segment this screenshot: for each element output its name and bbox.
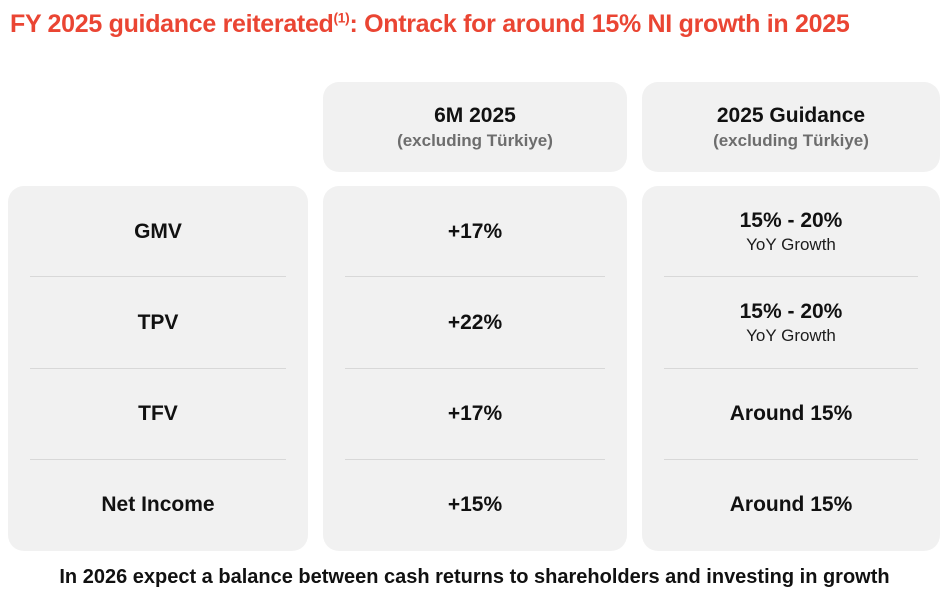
guidance-note: YoY Growth xyxy=(746,235,836,255)
guidance-table: 6M 2025 (excluding Türkiye) 2025 Guidanc… xyxy=(8,82,940,551)
column-header-2025-guidance: 2025 Guidance (excluding Türkiye) xyxy=(642,82,940,172)
metric-label: GMV xyxy=(134,219,182,243)
six-m-2025-values-column: +17% +22% +17% +15% xyxy=(323,186,627,551)
table-row-label-tfv: TFV xyxy=(8,369,308,461)
metric-value: +17% xyxy=(447,219,503,243)
metric-value: +22% xyxy=(447,310,503,334)
guidance-value: Around 15% xyxy=(729,402,853,425)
table-row-label-gmv: GMV xyxy=(8,186,308,278)
title-suffix: : Ontrack for around 15% NI growth in 20… xyxy=(349,10,850,38)
metric-value: +17% xyxy=(447,402,503,425)
guidance-values-column: 15% - 20% YoY Growth 15% - 20% YoY Growt… xyxy=(642,186,940,551)
table-row-6m-gmv: +17% xyxy=(323,186,627,278)
table-row-6m-net-income: +15% xyxy=(323,460,627,551)
table-row-6m-tpv: +22% xyxy=(323,277,627,369)
metric-label: TFV xyxy=(138,402,178,425)
guidance-value: 15% - 20% xyxy=(739,208,843,232)
column-header-title: 2025 Guidance xyxy=(716,103,866,127)
footer-statement: In 2026 expect a balance between cash re… xyxy=(59,566,890,588)
column-header-subtitle: (excluding Türkiye) xyxy=(713,131,869,151)
table-row-6m-tfv: +17% xyxy=(323,369,627,461)
header-spacer xyxy=(8,82,308,172)
column-header-subtitle: (excluding Türkiye) xyxy=(397,131,553,151)
guidance-value: Around 15% xyxy=(729,493,853,517)
table-row-guidance-tpv: 15% - 20% YoY Growth xyxy=(642,277,940,369)
table-row-label-tpv: TPV xyxy=(8,277,308,369)
table-row-guidance-gmv: 15% - 20% YoY Growth xyxy=(642,186,940,278)
table-row-label-net-income: Net Income xyxy=(8,460,308,551)
metric-value: +15% xyxy=(447,493,503,517)
column-header-title: 6M 2025 xyxy=(434,103,516,127)
column-header-6m-2025: 6M 2025 (excluding Türkiye) xyxy=(323,82,627,172)
guidance-value: 15% - 20% xyxy=(739,300,843,324)
metric-label: TPV xyxy=(137,310,179,334)
title-footnote-marker: (1) xyxy=(333,10,350,26)
metric-labels-column: GMV TPV TFV Net Income xyxy=(8,186,308,551)
table-row-guidance-tfv: Around 15% xyxy=(642,369,940,461)
guidance-note: YoY Growth xyxy=(746,326,836,346)
metric-label: Net Income xyxy=(101,493,215,517)
title-prefix: FY 2025 guidance reiterated xyxy=(10,10,334,38)
page-title: FY 2025 guidance reiterated(1): Ontrack … xyxy=(10,10,943,39)
table-row-guidance-net-income: Around 15% xyxy=(642,460,940,551)
